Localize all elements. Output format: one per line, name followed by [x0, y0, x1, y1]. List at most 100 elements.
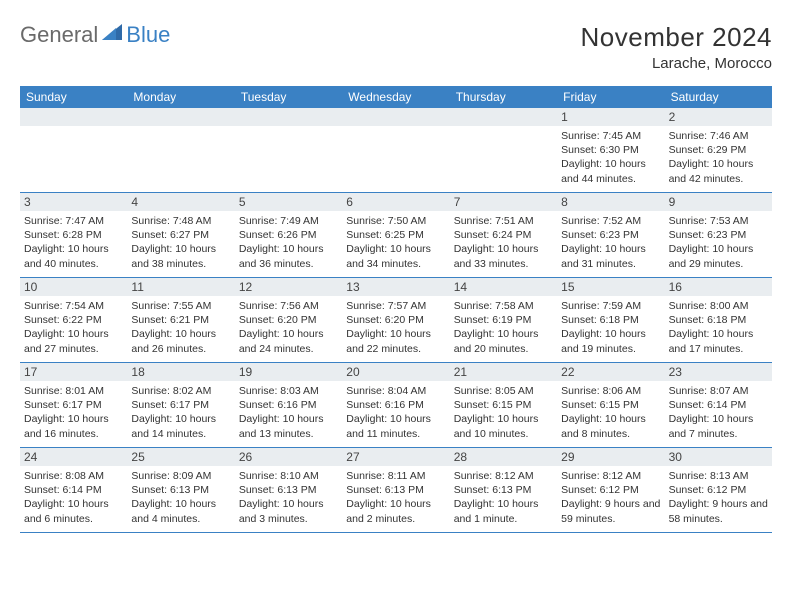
day-number: [342, 108, 449, 126]
day-details: Sunrise: 7:55 AMSunset: 6:21 PMDaylight:…: [127, 296, 234, 360]
sunrise-line: Sunrise: 7:55 AM: [131, 299, 230, 313]
day-number: 13: [342, 278, 449, 296]
daylight-line: Daylight: 10 hours and 27 minutes.: [24, 327, 123, 355]
day-number: 4: [127, 193, 234, 211]
calendar-cell: 2Sunrise: 7:46 AMSunset: 6:29 PMDaylight…: [665, 108, 772, 192]
calendar-cell: 11Sunrise: 7:55 AMSunset: 6:21 PMDayligh…: [127, 278, 234, 362]
sunrise-line: Sunrise: 8:12 AM: [454, 469, 553, 483]
day-details: Sunrise: 8:08 AMSunset: 6:14 PMDaylight:…: [20, 466, 127, 530]
daylight-line: Daylight: 10 hours and 17 minutes.: [669, 327, 768, 355]
sunset-line: Sunset: 6:28 PM: [24, 228, 123, 242]
calendar-cell: 4Sunrise: 7:48 AMSunset: 6:27 PMDaylight…: [127, 193, 234, 277]
calendar-cell: 23Sunrise: 8:07 AMSunset: 6:14 PMDayligh…: [665, 363, 772, 447]
day-details: Sunrise: 7:50 AMSunset: 6:25 PMDaylight:…: [342, 211, 449, 275]
sunset-line: Sunset: 6:16 PM: [346, 398, 445, 412]
day-details: Sunrise: 7:48 AMSunset: 6:27 PMDaylight:…: [127, 211, 234, 275]
day-number: 16: [665, 278, 772, 296]
sunset-line: Sunset: 6:23 PM: [669, 228, 768, 242]
daylight-line: Daylight: 10 hours and 20 minutes.: [454, 327, 553, 355]
calendar-week: 3Sunrise: 7:47 AMSunset: 6:28 PMDaylight…: [20, 193, 772, 278]
calendar-cell: 13Sunrise: 7:57 AMSunset: 6:20 PMDayligh…: [342, 278, 449, 362]
day-number: 7: [450, 193, 557, 211]
daylight-line: Daylight: 10 hours and 13 minutes.: [239, 412, 338, 440]
day-number: [20, 108, 127, 126]
calendar-cell: 24Sunrise: 8:08 AMSunset: 6:14 PMDayligh…: [20, 448, 127, 532]
sunset-line: Sunset: 6:13 PM: [239, 483, 338, 497]
sunrise-line: Sunrise: 8:12 AM: [561, 469, 660, 483]
day-details: Sunrise: 7:56 AMSunset: 6:20 PMDaylight:…: [235, 296, 342, 360]
calendar-cell: 27Sunrise: 8:11 AMSunset: 6:13 PMDayligh…: [342, 448, 449, 532]
calendar-cell: 8Sunrise: 7:52 AMSunset: 6:23 PMDaylight…: [557, 193, 664, 277]
day-header-monday: Monday: [127, 86, 234, 108]
day-number: 11: [127, 278, 234, 296]
brand-word-1: General: [20, 22, 98, 48]
day-number: 24: [20, 448, 127, 466]
sunrise-line: Sunrise: 7:45 AM: [561, 129, 660, 143]
day-header-thursday: Thursday: [450, 86, 557, 108]
day-details: Sunrise: 7:47 AMSunset: 6:28 PMDaylight:…: [20, 211, 127, 275]
daylight-line: Daylight: 10 hours and 33 minutes.: [454, 242, 553, 270]
day-number: 3: [20, 193, 127, 211]
daylight-line: Daylight: 10 hours and 40 minutes.: [24, 242, 123, 270]
calendar-cell: [235, 108, 342, 192]
sunset-line: Sunset: 6:29 PM: [669, 143, 768, 157]
daylight-line: Daylight: 10 hours and 34 minutes.: [346, 242, 445, 270]
sunrise-line: Sunrise: 8:06 AM: [561, 384, 660, 398]
sunset-line: Sunset: 6:18 PM: [561, 313, 660, 327]
sunset-line: Sunset: 6:22 PM: [24, 313, 123, 327]
calendar-cell: [450, 108, 557, 192]
daylight-line: Daylight: 10 hours and 3 minutes.: [239, 497, 338, 525]
day-details: Sunrise: 8:02 AMSunset: 6:17 PMDaylight:…: [127, 381, 234, 445]
sunset-line: Sunset: 6:17 PM: [131, 398, 230, 412]
sunrise-line: Sunrise: 7:56 AM: [239, 299, 338, 313]
day-details: Sunrise: 8:06 AMSunset: 6:15 PMDaylight:…: [557, 381, 664, 445]
day-details: Sunrise: 7:45 AMSunset: 6:30 PMDaylight:…: [557, 126, 664, 190]
calendar-cell: [342, 108, 449, 192]
day-details: Sunrise: 8:11 AMSunset: 6:13 PMDaylight:…: [342, 466, 449, 530]
calendar-cell: [20, 108, 127, 192]
calendar-cell: 19Sunrise: 8:03 AMSunset: 6:16 PMDayligh…: [235, 363, 342, 447]
daylight-line: Daylight: 10 hours and 7 minutes.: [669, 412, 768, 440]
day-details: Sunrise: 8:10 AMSunset: 6:13 PMDaylight:…: [235, 466, 342, 530]
calendar-cell: 17Sunrise: 8:01 AMSunset: 6:17 PMDayligh…: [20, 363, 127, 447]
calendar-cell: 29Sunrise: 8:12 AMSunset: 6:12 PMDayligh…: [557, 448, 664, 532]
sunrise-line: Sunrise: 7:53 AM: [669, 214, 768, 228]
sunrise-line: Sunrise: 7:54 AM: [24, 299, 123, 313]
page-header: General Blue November 2024 Larache, Moro…: [20, 22, 772, 72]
day-details: Sunrise: 7:52 AMSunset: 6:23 PMDaylight:…: [557, 211, 664, 275]
calendar-cell: 5Sunrise: 7:49 AMSunset: 6:26 PMDaylight…: [235, 193, 342, 277]
sunrise-line: Sunrise: 8:08 AM: [24, 469, 123, 483]
calendar-cell: [127, 108, 234, 192]
daylight-line: Daylight: 10 hours and 4 minutes.: [131, 497, 230, 525]
sunset-line: Sunset: 6:15 PM: [561, 398, 660, 412]
calendar-week: 17Sunrise: 8:01 AMSunset: 6:17 PMDayligh…: [20, 363, 772, 448]
sunset-line: Sunset: 6:12 PM: [561, 483, 660, 497]
day-number: 26: [235, 448, 342, 466]
day-details: Sunrise: 8:13 AMSunset: 6:12 PMDaylight:…: [665, 466, 772, 530]
sunset-line: Sunset: 6:17 PM: [24, 398, 123, 412]
sunrise-line: Sunrise: 7:48 AM: [131, 214, 230, 228]
daylight-line: Daylight: 10 hours and 42 minutes.: [669, 157, 768, 185]
daylight-line: Daylight: 10 hours and 8 minutes.: [561, 412, 660, 440]
day-number: 15: [557, 278, 664, 296]
sunrise-line: Sunrise: 7:50 AM: [346, 214, 445, 228]
sunrise-line: Sunrise: 8:00 AM: [669, 299, 768, 313]
day-number: 21: [450, 363, 557, 381]
day-number: 19: [235, 363, 342, 381]
day-details: Sunrise: 8:09 AMSunset: 6:13 PMDaylight:…: [127, 466, 234, 530]
daylight-line: Daylight: 10 hours and 2 minutes.: [346, 497, 445, 525]
calendar-cell: 14Sunrise: 7:58 AMSunset: 6:19 PMDayligh…: [450, 278, 557, 362]
sunrise-line: Sunrise: 7:52 AM: [561, 214, 660, 228]
sunset-line: Sunset: 6:12 PM: [669, 483, 768, 497]
day-number: 6: [342, 193, 449, 211]
sunset-line: Sunset: 6:20 PM: [346, 313, 445, 327]
calendar-cell: 7Sunrise: 7:51 AMSunset: 6:24 PMDaylight…: [450, 193, 557, 277]
daylight-line: Daylight: 10 hours and 29 minutes.: [669, 242, 768, 270]
sunrise-line: Sunrise: 8:03 AM: [239, 384, 338, 398]
day-details: Sunrise: 8:03 AMSunset: 6:16 PMDaylight:…: [235, 381, 342, 445]
sunset-line: Sunset: 6:14 PM: [669, 398, 768, 412]
day-details: Sunrise: 7:59 AMSunset: 6:18 PMDaylight:…: [557, 296, 664, 360]
day-number: 1: [557, 108, 664, 126]
day-number: 17: [20, 363, 127, 381]
daylight-line: Daylight: 10 hours and 31 minutes.: [561, 242, 660, 270]
